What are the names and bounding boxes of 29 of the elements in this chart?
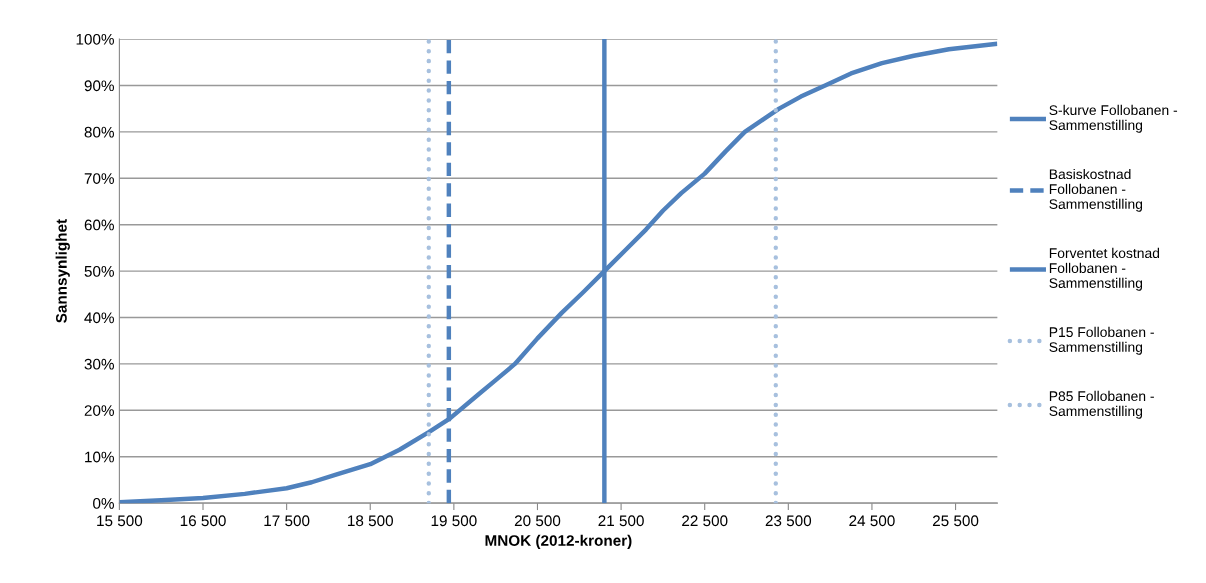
y-axis-title: Sannsynlighet <box>55 219 70 323</box>
x-tick-label: 16 500 <box>180 515 226 527</box>
x-tick-label: 25 500 <box>932 515 979 527</box>
y-tick-label: 60% <box>84 219 114 231</box>
y-tick-label: 0% <box>93 498 114 509</box>
x-tick-label: 24 500 <box>849 515 895 527</box>
y-tick-label: 40% <box>84 312 114 324</box>
legend-label: S-kurve Follobanen - Sammenstilling <box>1049 104 1178 133</box>
y-tick-label: 70% <box>84 173 114 184</box>
y-tick-label: 50% <box>84 265 114 277</box>
x-tick-label: 23 500 <box>765 515 812 527</box>
x-tick-label: 21 500 <box>598 515 644 527</box>
x-tick-label: 22 500 <box>682 515 728 527</box>
y-tick-label: 10% <box>85 451 114 463</box>
y-tick-label: 90% <box>84 80 114 92</box>
x-tick-label: 15 500 <box>97 515 143 527</box>
legend-label: Basiskostnad Follobanen - Sammenstilling <box>1049 168 1143 212</box>
legend-label: P15 Follobanen - Sammenstilling <box>1049 326 1154 355</box>
y-tick-label: 100% <box>76 33 114 45</box>
y-tick-label: 80% <box>84 126 114 138</box>
x-tick-label: 17 500 <box>264 515 310 527</box>
y-tick-label: 20% <box>84 405 114 416</box>
legend-label: Forventet kostnad Follobanen - Sammenstilling <box>1049 247 1160 291</box>
x-tick-label: 20 500 <box>514 515 561 527</box>
x-axis-title: MNOK (2012-kroner) <box>485 534 632 549</box>
y-tick-label: 30% <box>84 358 114 370</box>
legend-label: P85 Follobanen - Sammenstilling <box>1049 390 1154 419</box>
x-tick-label: 18 500 <box>348 515 394 527</box>
x-tick-label: 19 500 <box>431 515 477 527</box>
